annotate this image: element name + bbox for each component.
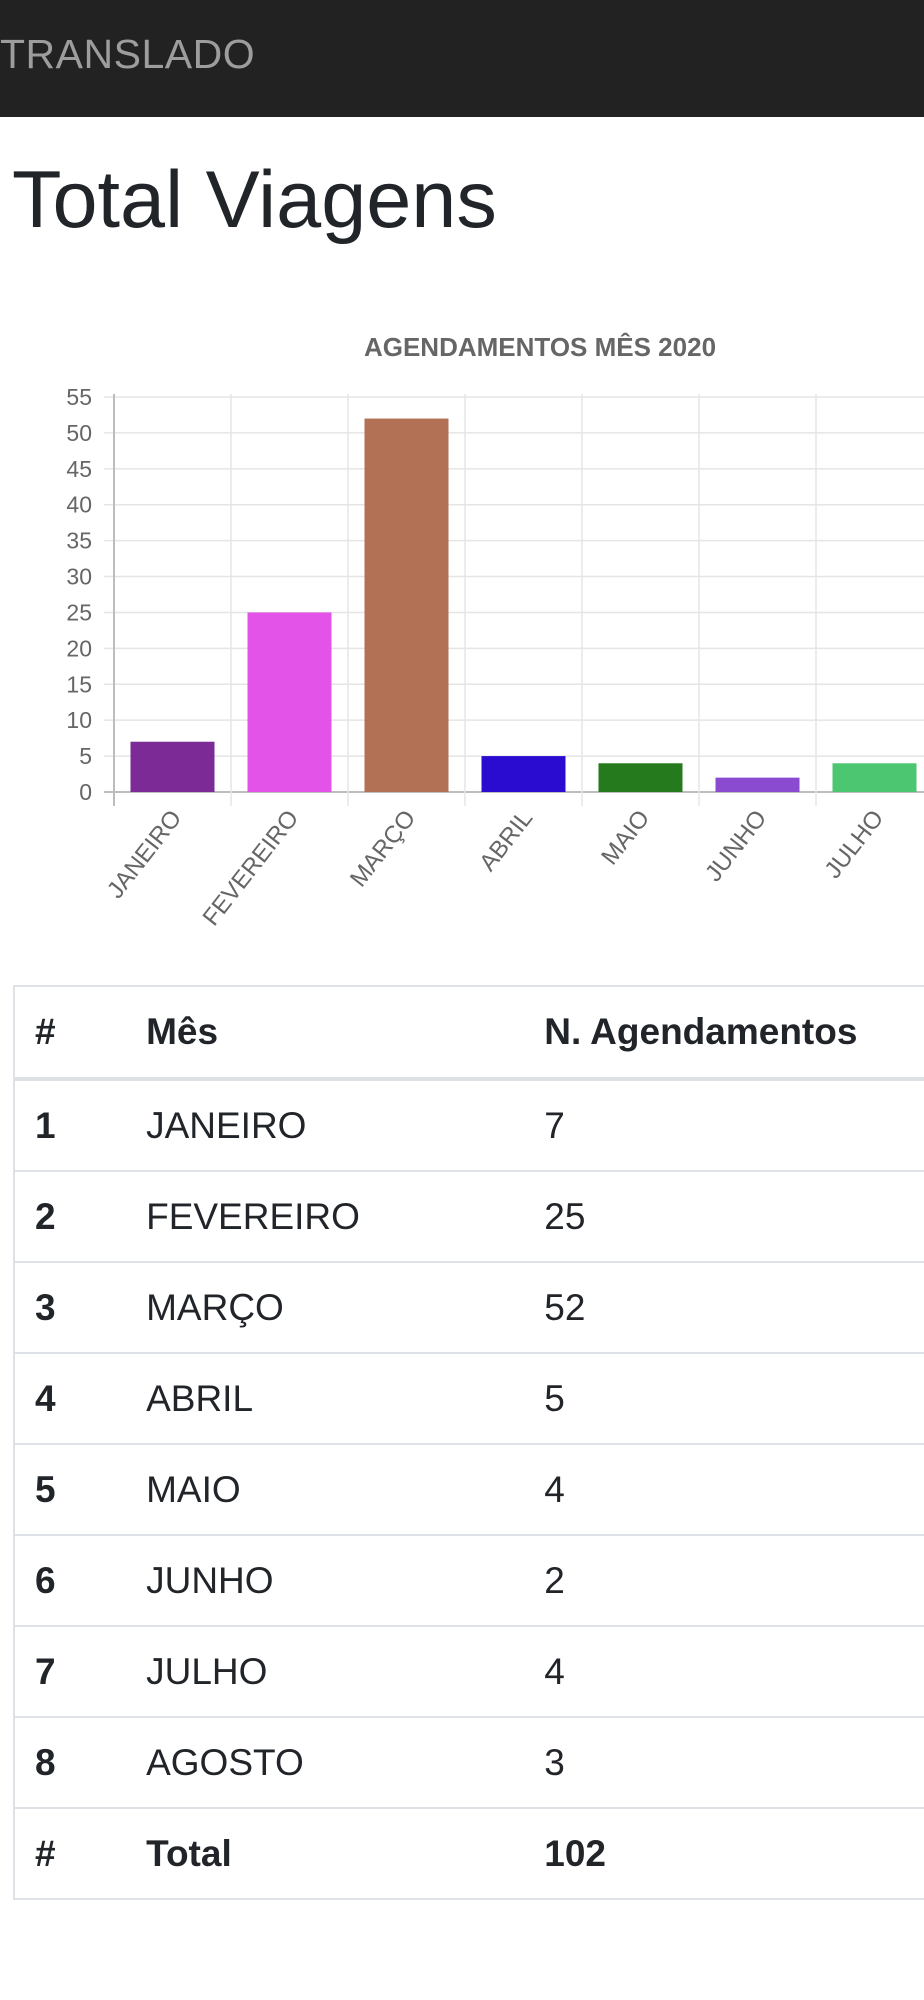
y-tick-label: 30 (66, 564, 92, 590)
y-tick-label: 5 (79, 743, 92, 769)
navbar: TRANSLADO (0, 0, 924, 117)
table-total-row: # Total 102 (14, 1807, 924, 1899)
table-row: 7 JULHO 4 (14, 1625, 924, 1717)
header-number: # (14, 985, 147, 1081)
table-row: 1 JANEIRO 7 (14, 1078, 924, 1171)
total-count: 102 (544, 1807, 924, 1899)
bar (481, 756, 566, 792)
table-row: 3 MARÇO 52 (14, 1261, 924, 1353)
row-count: 7 (544, 1078, 924, 1171)
row-number: 2 (14, 1170, 147, 1262)
y-tick-label: 20 (66, 635, 92, 661)
y-tick-label: 10 (66, 707, 92, 733)
row-month: AGOSTO (146, 1716, 545, 1808)
table-row: 8 AGOSTO 3 (14, 1716, 924, 1808)
row-count: 2 (544, 1534, 924, 1626)
x-tick-label: FEVEREIRO (198, 805, 305, 931)
row-month: JANEIRO (146, 1078, 545, 1171)
bar (715, 777, 800, 792)
row-number: 3 (14, 1261, 147, 1353)
row-count: 4 (544, 1443, 924, 1535)
y-tick-label: 0 (79, 779, 92, 805)
x-tick-label: JULHO (820, 805, 890, 884)
table-row: 6 JUNHO 2 (14, 1534, 924, 1626)
row-number: 5 (14, 1443, 147, 1535)
header-month: Mês (146, 985, 545, 1081)
y-tick-label: 55 (66, 384, 92, 410)
x-tick-label: MAIO (596, 805, 655, 870)
row-number: 8 (14, 1716, 147, 1808)
row-month: FEVEREIRO (146, 1170, 545, 1262)
bar (598, 763, 683, 792)
x-tick-label: JUNHO (700, 805, 772, 887)
x-tick-label: MARÇO (345, 805, 421, 892)
row-month: ABRIL (146, 1352, 545, 1444)
chart-svg: AGENDAMENTOS MÊS 2020 0 5 10 15 20 25 30 35 40 45 5… (66, 332, 924, 931)
y-tick-label: 35 (66, 528, 92, 554)
row-count: 52 (544, 1261, 924, 1353)
y-tick-label: 15 (66, 671, 92, 697)
y-tick-label: 40 (66, 492, 92, 518)
chart-title: AGENDAMENTOS MÊS 2020 (364, 332, 716, 362)
total-label: Total (146, 1807, 545, 1899)
row-count: 5 (544, 1352, 924, 1444)
row-count: 4 (544, 1625, 924, 1717)
header-appointments: N. Agendamentos (544, 985, 924, 1081)
row-number: 7 (14, 1625, 147, 1717)
row-number: 1 (14, 1078, 147, 1171)
bar (130, 741, 215, 792)
table-row: 4 ABRIL 5 (14, 1352, 924, 1444)
row-count: 25 (544, 1170, 924, 1262)
row-count: 3 (544, 1716, 924, 1808)
table-header-row: # Mês N. Agendamentos (14, 985, 924, 1081)
x-tick-label: JANEIRO (102, 805, 187, 904)
bar (247, 612, 332, 792)
row-number: 6 (14, 1534, 147, 1626)
table-row: 2 FEVEREIRO 25 (14, 1170, 924, 1262)
row-month: JULHO (146, 1625, 545, 1717)
row-month: MARÇO (146, 1261, 545, 1353)
y-tick-label: 25 (66, 599, 92, 625)
row-number: 4 (14, 1352, 147, 1444)
total-number: # (14, 1807, 147, 1899)
y-tick-label: 45 (66, 456, 92, 482)
page-title: Total Viagens (12, 155, 497, 245)
bar-chart: AGENDAMENTOS MÊS 2020 0 5 10 15 20 25 30 35 40 45 5… (0, 320, 924, 960)
table-row: 5 MAIO 4 (14, 1443, 924, 1535)
row-month: MAIO (146, 1443, 545, 1535)
y-tick-label: 50 (66, 420, 92, 446)
brand-link[interactable]: TRANSLADO (0, 31, 256, 77)
bar (832, 763, 917, 792)
bar (364, 418, 449, 792)
row-month: JUNHO (146, 1534, 545, 1626)
x-tick-label: ABRIL (474, 805, 538, 876)
appointments-table: # Mês N. Agendamentos 1 JANEIRO 7 2 FEVE… (13, 985, 924, 1900)
